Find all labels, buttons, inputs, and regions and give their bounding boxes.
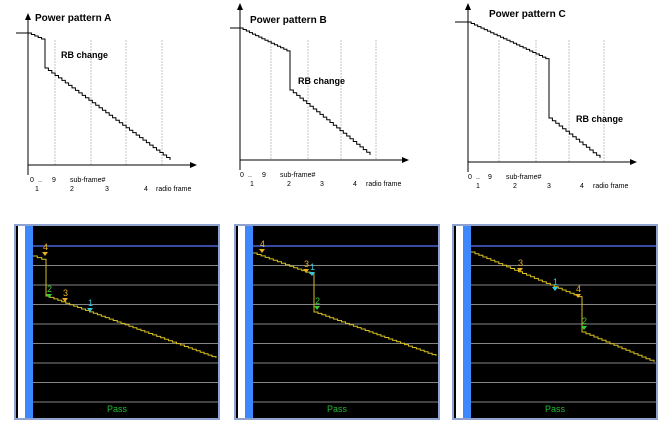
diagram-title: Power pattern B — [250, 15, 327, 26]
radio-frame-axis-label: radio frame — [593, 183, 629, 190]
blue-bar — [463, 226, 471, 418]
marker-label: 2 — [582, 316, 587, 326]
subframe-dots-label: .. — [476, 174, 480, 181]
radio-frame-3: 3 — [547, 183, 551, 190]
pass-status: Pass — [544, 404, 565, 414]
marker-label: 2 — [47, 284, 52, 294]
marker-triangle — [62, 298, 68, 302]
radio-frame-1: 1 — [250, 181, 254, 188]
radio-frame-4: 4 — [144, 186, 148, 193]
marker-triangle — [575, 294, 581, 298]
power-pattern-plot — [230, 3, 409, 170]
marker-label: 2 — [315, 296, 320, 306]
white-bar — [238, 226, 245, 418]
marker-triangle — [314, 306, 320, 310]
subframe-axis-label: sub-frame# — [280, 172, 316, 179]
marker-label: 1 — [553, 277, 558, 287]
white-bar — [456, 226, 463, 418]
marker-triangle — [46, 294, 52, 298]
marker-label: 4 — [576, 284, 581, 294]
power-pattern-b-diagram: Power pattern B RB change 0 .. 9 sub-fra… — [230, 0, 435, 195]
power-trace — [471, 251, 655, 362]
power-trace — [33, 255, 217, 358]
white-bar — [18, 226, 25, 418]
rb-change-label: RB change — [576, 114, 624, 124]
marker-triangle — [259, 249, 265, 253]
diagram-title: Power pattern C — [489, 9, 566, 20]
radio-frame-2: 2 — [70, 186, 74, 193]
radio-frame-1: 1 — [35, 186, 39, 193]
power-pattern-c-diagram: Power pattern C RB change 0 .. 9 sub-fra… — [455, 0, 660, 195]
power-pattern-plot — [455, 3, 637, 172]
radio-frame-1: 1 — [476, 183, 480, 190]
marker-label: 3 — [63, 288, 68, 298]
radio-frame-axis-label: radio frame — [366, 181, 402, 188]
radio-frame-3: 3 — [320, 181, 324, 188]
marker-label: 1 — [88, 298, 93, 308]
x-axis-arrow — [402, 157, 409, 163]
marker-triangle — [552, 287, 558, 291]
analyzer-plot: 4 3 1 2 — [238, 226, 438, 418]
rb-change-label: RB change — [61, 50, 109, 60]
radio-frame-2: 2 — [287, 181, 291, 188]
subframe-end-label: 9 — [262, 172, 266, 179]
power-pattern-plot — [16, 13, 197, 175]
power-trace — [230, 27, 371, 155]
analyzer-screen-a: 4 2 3 1 Pass — [14, 224, 220, 420]
marker-triangle — [42, 252, 48, 256]
y-axis-arrow — [237, 3, 243, 10]
marker-label: 3 — [518, 258, 523, 268]
blue-bar — [25, 226, 33, 418]
radio-frame-axis-label: radio frame — [156, 186, 192, 193]
x-axis-arrow — [630, 159, 637, 165]
radio-frame-4: 4 — [353, 181, 357, 188]
diagram-title: Power pattern A — [35, 13, 112, 24]
analyzer-plot: 3 1 4 2 — [456, 226, 656, 418]
y-axis-arrow — [25, 13, 31, 20]
subframe-end-label: 9 — [488, 174, 492, 181]
subframe-axis-label: sub-frame# — [70, 177, 106, 184]
subframe-dots-label: .. — [38, 177, 42, 184]
subframe-start-label: 0 — [240, 172, 244, 179]
y-axis-arrow — [465, 3, 471, 10]
power-trace — [253, 252, 437, 356]
subframe-start-label: 0 — [468, 174, 472, 181]
marker-triangle — [309, 272, 315, 276]
marker-label: 4 — [260, 239, 265, 249]
analyzer-plot: 4 2 3 1 — [18, 226, 218, 418]
blue-bar — [245, 226, 253, 418]
power-trace — [455, 21, 601, 158]
pass-status: Pass — [106, 404, 127, 414]
power-pattern-a-diagram: Power pattern A RB change 0 .. 9 sub-fra… — [8, 0, 213, 195]
marker-triangle — [581, 326, 587, 330]
rb-change-label: RB change — [298, 76, 346, 86]
subframe-dots-label: .. — [248, 172, 252, 179]
marker-triangle — [87, 308, 93, 312]
subframe-axis-label: sub-frame# — [506, 174, 542, 181]
radio-frame-3: 3 — [105, 186, 109, 193]
marker-label: 4 — [43, 242, 48, 252]
marker-label: 3 — [304, 259, 309, 269]
radio-frame-4: 4 — [580, 183, 584, 190]
power-trace — [16, 32, 171, 160]
radio-frame-2: 2 — [513, 183, 517, 190]
marker-triangle — [303, 269, 309, 273]
subframe-end-label: 9 — [52, 177, 56, 184]
marker-label: 1 — [310, 262, 315, 272]
analyzer-screen-c: 3 1 4 2 Pass — [452, 224, 658, 420]
pass-status: Pass — [326, 404, 347, 414]
x-axis-arrow — [190, 162, 197, 168]
marker-triangle — [517, 268, 523, 272]
subframe-start-label: 0 — [30, 177, 34, 184]
